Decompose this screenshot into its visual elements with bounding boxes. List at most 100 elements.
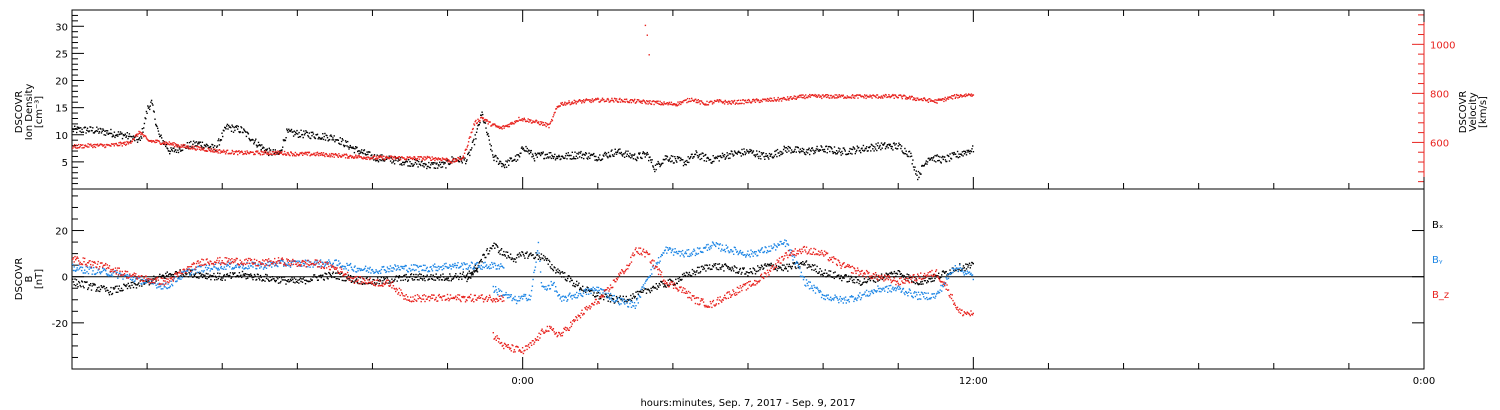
bx-point <box>657 285 659 287</box>
ion-density-point <box>755 154 757 156</box>
velocity-point <box>436 158 438 160</box>
bx-point <box>524 257 526 259</box>
ion-density-point <box>774 153 777 156</box>
bx-point <box>376 282 378 284</box>
by-point <box>523 293 525 296</box>
by-point <box>177 277 180 279</box>
by-point <box>615 300 618 302</box>
ion-density-point <box>113 135 115 137</box>
velocity-point <box>769 97 771 99</box>
ion-density-point <box>757 155 759 158</box>
ion-density-point <box>840 154 842 156</box>
velocity-point <box>926 100 928 102</box>
by-point <box>506 294 508 296</box>
bx-point <box>226 273 229 275</box>
ion-density-point <box>903 153 905 155</box>
bx-point <box>454 275 456 277</box>
by-point <box>228 261 230 264</box>
by-point <box>724 248 726 251</box>
ion-density-point <box>397 158 400 160</box>
bx-point <box>830 276 832 278</box>
top-series-layer <box>72 24 975 181</box>
ion-density-point <box>233 126 235 129</box>
by-point <box>723 249 725 251</box>
velocity-point <box>507 126 509 128</box>
by-point <box>250 265 252 267</box>
bx-point <box>298 282 300 284</box>
velocity-point <box>775 100 777 102</box>
by-point <box>148 280 150 283</box>
velocity-point <box>238 150 240 152</box>
bx-point <box>734 266 736 268</box>
by-point <box>258 264 260 267</box>
ion-density-point <box>937 160 939 162</box>
by-point <box>744 254 746 256</box>
velocity-point <box>589 99 592 101</box>
ion-density-point <box>898 142 900 144</box>
by-point <box>431 270 434 272</box>
ion-density-point <box>848 150 850 153</box>
by-point <box>503 294 506 296</box>
by-point <box>389 265 392 267</box>
bx-point <box>168 273 171 275</box>
bx-point <box>927 281 929 283</box>
ion-density-point <box>347 146 349 148</box>
ion-density-point <box>692 157 694 159</box>
bx-point <box>825 276 827 278</box>
velocity-point <box>780 97 782 100</box>
bx-point <box>607 300 609 302</box>
bx-point <box>804 264 806 266</box>
ion-density-point <box>370 154 372 157</box>
velocity-point <box>508 123 510 126</box>
by-point <box>467 268 469 270</box>
ion-density-point <box>849 147 851 150</box>
ion-density-point <box>633 154 635 156</box>
bx-point <box>619 295 621 297</box>
ion-density-point <box>704 154 706 156</box>
velocity-point <box>945 99 947 102</box>
by-point <box>398 266 400 269</box>
by-point <box>94 273 96 276</box>
bx-point <box>711 265 714 267</box>
velocity-point <box>672 103 675 105</box>
ion-density-point <box>72 130 75 133</box>
ion-density-point <box>219 140 221 142</box>
ion-density-point <box>925 162 927 164</box>
bx-point <box>873 280 875 283</box>
ion-density-point <box>624 152 626 154</box>
ion-density-point <box>696 154 699 157</box>
ion-density-point <box>332 137 334 139</box>
by-point <box>635 305 637 307</box>
by-point <box>497 288 500 290</box>
velocity-point <box>836 97 838 99</box>
by-point <box>679 255 681 257</box>
velocity-point <box>541 121 543 123</box>
ion-density-point <box>255 144 258 146</box>
velocity-point <box>668 101 671 104</box>
velocity-point <box>803 97 805 99</box>
velocity-point <box>927 101 930 103</box>
ion-density-point <box>191 146 193 148</box>
ion-density-point <box>578 151 580 154</box>
velocity-point <box>171 142 174 144</box>
by-point <box>460 265 462 268</box>
bx-point <box>906 273 908 275</box>
velocity-point <box>78 143 80 146</box>
bx-point <box>377 280 380 282</box>
bx-point <box>503 254 506 256</box>
velocity-point <box>782 98 784 100</box>
velocity-point <box>196 145 198 148</box>
bx-point <box>418 279 420 281</box>
by-point <box>220 266 223 268</box>
velocity-point <box>942 98 944 100</box>
velocity-point <box>444 158 446 160</box>
bx-point <box>654 287 657 289</box>
ion-density-point <box>408 165 411 167</box>
by-point <box>364 265 367 267</box>
by-point <box>327 263 329 265</box>
by-point <box>551 284 553 286</box>
bx-point <box>903 275 905 277</box>
velocity-point <box>616 100 618 103</box>
bx-point <box>281 279 283 281</box>
velocity-point <box>461 157 464 159</box>
